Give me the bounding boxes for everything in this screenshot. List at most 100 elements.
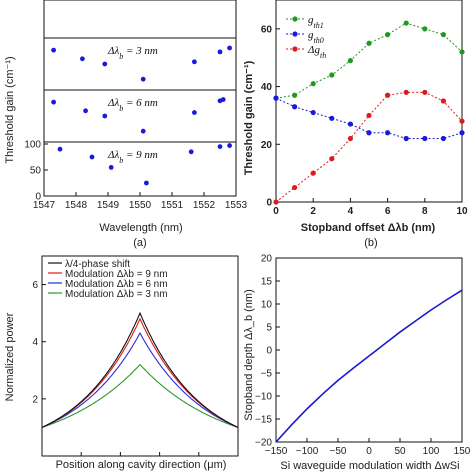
panel-a-xtick-label: 1549	[97, 200, 120, 211]
panel-b-data-point	[403, 135, 409, 142]
panel-a-ylabel: Threshold gain (cm⁻¹)	[4, 56, 16, 163]
panel-b-data-point	[440, 98, 446, 104]
panel-a-xtick-label: 1548	[65, 200, 88, 211]
panel-a-data-point	[57, 146, 63, 152]
panel-b-frame	[275, 0, 463, 203]
panel-b-data-point	[329, 115, 335, 121]
panel-b-data-point	[459, 49, 465, 55]
panel-b-data-point	[366, 40, 372, 46]
panel-b-xtick-label: 6	[385, 206, 391, 217]
panel-a-data-point	[227, 45, 233, 51]
panel-b-data-point	[385, 32, 391, 38]
panel-b-xtick-label: 2	[310, 206, 316, 217]
panel-b-data-point	[459, 118, 465, 124]
panel-b-legend-marker	[292, 46, 298, 52]
panel-d-xtick-label: 150	[454, 446, 471, 457]
panel-b-legend-marker	[292, 31, 298, 37]
panel-a-data-point	[227, 143, 233, 148]
subcaption-a: (a)	[133, 237, 146, 249]
panel-a-xtick-label: 1550	[129, 200, 152, 211]
panel-c-ylabel: Normalized power	[4, 312, 16, 401]
panel-b-legend-marker	[292, 16, 298, 22]
panel-b-xtick-label: 4	[348, 206, 354, 217]
panel-a-xlabel: Wavelength (nm)	[99, 222, 182, 234]
panel-b-data-point	[329, 156, 335, 162]
panel-a-xtick-label: 1552	[193, 200, 216, 211]
panel-c-legend-label: Modulation Δλb = 9 nm	[65, 269, 168, 280]
panel-c-ytick-label: 2	[32, 394, 38, 405]
panel-d-ytick-label: 5	[266, 323, 272, 334]
panel-b-legend-label: gth1	[308, 14, 324, 30]
panel-d-ytick-label: −15	[255, 415, 272, 426]
panel-b-data-point	[310, 81, 316, 87]
panel-c-legend-label: λ/4-phase shift	[65, 259, 130, 270]
panel-b-xtick-label: 0	[273, 206, 279, 217]
panel-a-data-point	[217, 49, 223, 55]
panel-b-ytick-label: 0	[266, 198, 272, 209]
panel-b-data-point	[422, 26, 428, 32]
panel-a-data-point	[144, 180, 149, 186]
panel-b-data-point	[385, 130, 391, 136]
panel-b-xtick-label: 8	[422, 206, 428, 217]
panel-b-series-line	[275, 22, 463, 99]
panel-b-series-line	[275, 97, 463, 140]
panel-b-data-point	[347, 121, 353, 127]
panel-c-xlabel: Position along cavity direction (μm)	[56, 459, 227, 471]
panel-d-frame	[275, 257, 463, 443]
panel-d-ytick-label: −20	[255, 438, 272, 449]
panel-c-legend-label: Modulation Δλb = 3 nm	[65, 289, 168, 300]
panel-d-xtick-label: −100	[296, 446, 319, 457]
panel-b-data-point	[273, 199, 279, 205]
panel-b-legend-label: gth0	[308, 29, 324, 45]
panel-c-series-line	[41, 363, 239, 428]
panel-d-xlabel: Si waveguide modulation width ΔwSi	[280, 460, 459, 472]
panel-b-data-point	[403, 89, 409, 95]
panel-d-ylabel: Stopband depth Δλ_b (nm)	[243, 289, 255, 420]
panel-a-data-point	[51, 47, 56, 53]
panel-a-data-point	[102, 113, 108, 119]
panel-c-series-line	[41, 331, 239, 428]
panel-b-xlabel: Stopband offset Δλb (nm)	[301, 222, 436, 234]
panel-b-data-point	[273, 95, 279, 101]
panel-a-chart: Δλb = 3 nm Δλb = 6 nm Δλb = 9 nm 0 50 100 1547…	[24, 0, 248, 211]
panel-d-xtick-label: −50	[330, 446, 347, 457]
panel-b-data-point	[366, 112, 372, 119]
panel-a-xtick-label: 1551	[161, 200, 184, 211]
panel-d-ytick-label: −10	[255, 392, 272, 403]
panel-d-ytick-label: −5	[261, 369, 273, 380]
panel-b-ytick-label: 40	[261, 82, 273, 93]
panel-a-offset-label: Δλb = 9 nm	[107, 149, 158, 165]
panel-a-xtick-label: 1553	[225, 200, 248, 211]
panel-b-ytick-label: 60	[261, 24, 273, 35]
panel-a-data-point	[80, 56, 85, 62]
panel-b-data-point	[422, 135, 428, 142]
panel-a-data-point	[192, 110, 197, 115]
panel-b-data-point	[329, 72, 335, 78]
panel-a-data-point	[108, 165, 114, 170]
panel-a-data-point	[192, 59, 197, 65]
panel-b-ytick-label: 20	[261, 140, 273, 151]
panel-b-legend-label: Δgth	[307, 44, 326, 60]
panel-b-data-point	[459, 130, 465, 136]
panel-d-ytick-label: 15	[261, 277, 273, 288]
panel-a-ytick-label: 100	[24, 140, 41, 151]
panel-b-data-point	[385, 92, 391, 98]
panel-a-data-point	[140, 76, 146, 82]
panel-a-data-point	[217, 144, 223, 150]
panel-a-ytick-label: 0	[35, 192, 41, 203]
panel-d-ytick-label: 20	[261, 254, 273, 265]
panel-b-data-point	[292, 92, 298, 98]
panel-b-data-point	[403, 20, 409, 26]
panel-a-data-point	[188, 149, 194, 155]
panel-b-data-point	[440, 135, 446, 142]
panel-a-data-point	[220, 97, 226, 102]
panel-b-data-point	[347, 135, 353, 142]
panel-b-data-point	[366, 130, 372, 136]
panel-b-series-line	[275, 91, 463, 203]
panel-c-series-line	[41, 311, 239, 428]
panel-b-data-point	[422, 89, 428, 95]
panel-b-xtick-label: 10	[456, 206, 468, 217]
